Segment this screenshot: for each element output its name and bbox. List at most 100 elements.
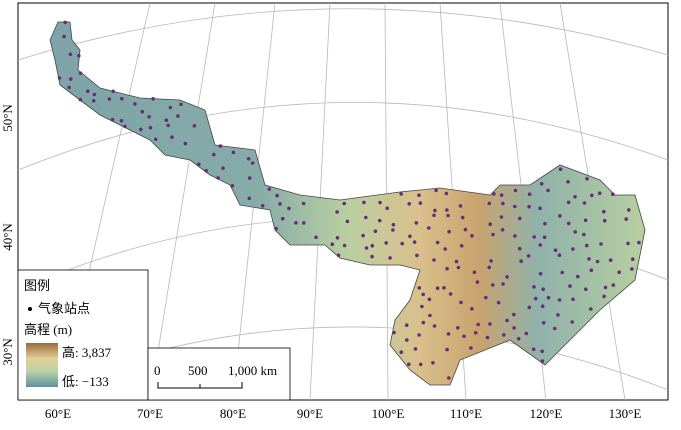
station <box>415 253 419 258</box>
station <box>388 256 392 260</box>
station <box>447 376 451 380</box>
station <box>532 235 536 239</box>
station <box>491 283 495 287</box>
station <box>77 53 81 58</box>
station <box>603 285 608 290</box>
station <box>377 218 382 223</box>
station <box>221 166 225 170</box>
x-axis-label: 130°E <box>609 406 642 421</box>
station <box>445 347 449 352</box>
station <box>67 85 71 90</box>
station <box>469 346 473 350</box>
station <box>431 361 435 365</box>
station <box>540 304 545 309</box>
station <box>589 307 593 311</box>
station <box>527 305 532 310</box>
station <box>384 241 389 245</box>
station <box>302 221 306 225</box>
station <box>275 193 279 198</box>
station <box>345 219 350 224</box>
station <box>445 208 449 212</box>
station <box>590 193 594 198</box>
station <box>151 97 155 101</box>
station <box>417 286 422 290</box>
scale-label: 500 <box>188 363 208 378</box>
station <box>576 274 580 279</box>
station <box>405 338 409 342</box>
station <box>197 162 201 167</box>
station <box>542 235 547 240</box>
station <box>462 334 466 339</box>
station <box>558 167 563 171</box>
station <box>487 265 492 270</box>
station <box>583 218 588 223</box>
station <box>168 105 173 110</box>
station <box>584 287 588 292</box>
station <box>78 97 83 102</box>
station <box>582 201 587 205</box>
station <box>611 283 616 287</box>
station <box>391 222 396 227</box>
station <box>566 200 571 205</box>
station <box>250 161 255 165</box>
station <box>627 208 631 212</box>
station <box>92 92 97 97</box>
station <box>336 253 341 258</box>
station <box>566 221 571 226</box>
station <box>335 236 340 240</box>
station <box>558 214 562 218</box>
station <box>278 202 282 206</box>
station <box>597 191 602 195</box>
legend-title: 图例 <box>24 278 50 293</box>
station <box>608 258 613 263</box>
station <box>418 362 423 367</box>
y-axis-label: 40°N <box>0 223 15 251</box>
station <box>247 176 252 180</box>
station <box>120 96 124 101</box>
station <box>231 150 236 155</box>
station <box>139 127 143 132</box>
station <box>505 318 509 323</box>
station <box>459 244 464 248</box>
station <box>246 157 251 161</box>
station <box>443 247 448 251</box>
station <box>539 182 544 186</box>
station <box>392 330 396 335</box>
station <box>404 323 409 328</box>
station <box>496 300 501 305</box>
station <box>541 287 545 292</box>
station <box>552 326 557 331</box>
station <box>505 275 509 279</box>
station <box>624 217 628 221</box>
station <box>513 188 518 193</box>
x-axis-label: 80°E <box>220 406 246 421</box>
station <box>516 337 521 341</box>
station <box>179 102 183 107</box>
station <box>294 221 298 225</box>
station <box>432 258 436 262</box>
scale-box <box>147 347 291 401</box>
x-axis-labels: 60°E 70°E 80°E 90°E 100°E 110°E 120°E 130°E <box>45 406 641 421</box>
station <box>541 321 546 325</box>
station <box>595 259 600 264</box>
station <box>630 267 634 271</box>
station <box>476 322 481 327</box>
station <box>637 240 641 245</box>
station <box>414 221 419 225</box>
station <box>513 234 517 238</box>
station <box>432 324 437 328</box>
station <box>447 229 451 234</box>
station <box>630 257 635 262</box>
station <box>260 204 265 208</box>
station <box>448 292 453 296</box>
station <box>487 201 492 206</box>
station <box>314 235 318 240</box>
station <box>512 312 516 317</box>
station <box>110 117 115 122</box>
station <box>587 257 591 261</box>
station <box>584 243 589 248</box>
station <box>420 304 424 309</box>
station <box>538 243 543 247</box>
station <box>192 124 197 128</box>
station <box>364 246 369 250</box>
